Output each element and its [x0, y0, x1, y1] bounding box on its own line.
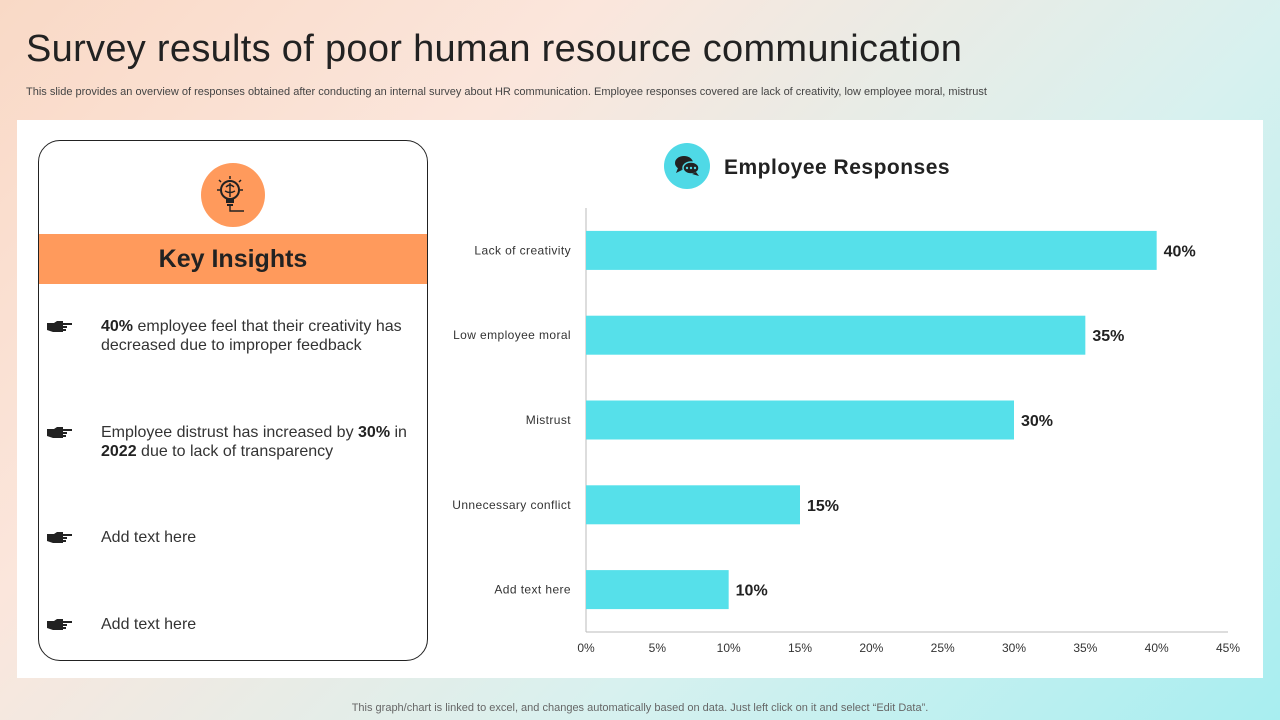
- insight-text-1: 40% employee feel that their creativity …: [101, 318, 402, 354]
- category-label: Mistrust: [526, 413, 571, 427]
- key-insights-card: Key Insights 40% employee feel that thei…: [38, 140, 428, 661]
- x-tick-label: 10%: [717, 641, 741, 655]
- chart-title: Employee Responses: [724, 156, 951, 179]
- x-tick-label: 45%: [1216, 641, 1240, 655]
- category-label: Unnecessary conflict: [452, 498, 571, 512]
- pointing-hand-icon: [47, 619, 72, 630]
- employee-responses-chart: Lack of creativity 40% Low employee moral 3…: [452, 208, 1240, 655]
- insight-item-3: Add text here: [39, 528, 427, 578]
- x-tick-label: 35%: [1073, 641, 1097, 655]
- insight-item-1: 40% employee feel that their creativity …: [39, 317, 427, 367]
- lightbulb-brain-icon: [201, 163, 265, 227]
- pointing-hand-icon: [47, 321, 72, 332]
- pointing-hand-icon: [47, 532, 72, 543]
- category-label: Low employee moral: [453, 328, 571, 342]
- insight-item-2: Employee distrust has increased by 30% i…: [39, 423, 427, 473]
- footer-note: This graph/chart is linked to excel, and…: [351, 702, 929, 714]
- key-insights-heading: Key Insights: [39, 234, 427, 284]
- bar: [586, 570, 729, 610]
- x-tick-label: 0%: [577, 641, 595, 655]
- insight-item-4: Add text here: [39, 615, 427, 660]
- insight-text-4: Add text here: [101, 616, 197, 633]
- page-subtitle: This slide provides an overview of respo…: [26, 86, 987, 98]
- insight-text-2: Employee distrust has increased by 30% i…: [101, 424, 407, 460]
- x-tick-label: 5%: [649, 641, 667, 655]
- data-label: 35%: [1092, 328, 1124, 345]
- category-label: Add text here: [494, 583, 571, 597]
- data-label: 10%: [736, 583, 768, 600]
- bar: [586, 315, 1086, 355]
- data-label: 40%: [1164, 243, 1196, 260]
- data-label: 30%: [1021, 413, 1053, 430]
- insight-text-3: Add text here: [101, 529, 197, 546]
- pointing-hand-icon: [47, 427, 72, 438]
- page-title: Survey results of poor human resource co…: [26, 28, 963, 70]
- bar: [586, 485, 800, 525]
- x-tick-label: 15%: [788, 641, 812, 655]
- chat-bubbles-icon: [664, 143, 710, 189]
- x-tick-label: 30%: [1002, 641, 1026, 655]
- category-label: Lack of creativity: [474, 243, 571, 257]
- x-tick-label: 40%: [1145, 641, 1169, 655]
- x-tick-label: 25%: [931, 641, 955, 655]
- data-label: 15%: [807, 498, 839, 515]
- bar: [586, 230, 1157, 270]
- bar: [586, 400, 1014, 440]
- x-tick-label: 20%: [859, 641, 883, 655]
